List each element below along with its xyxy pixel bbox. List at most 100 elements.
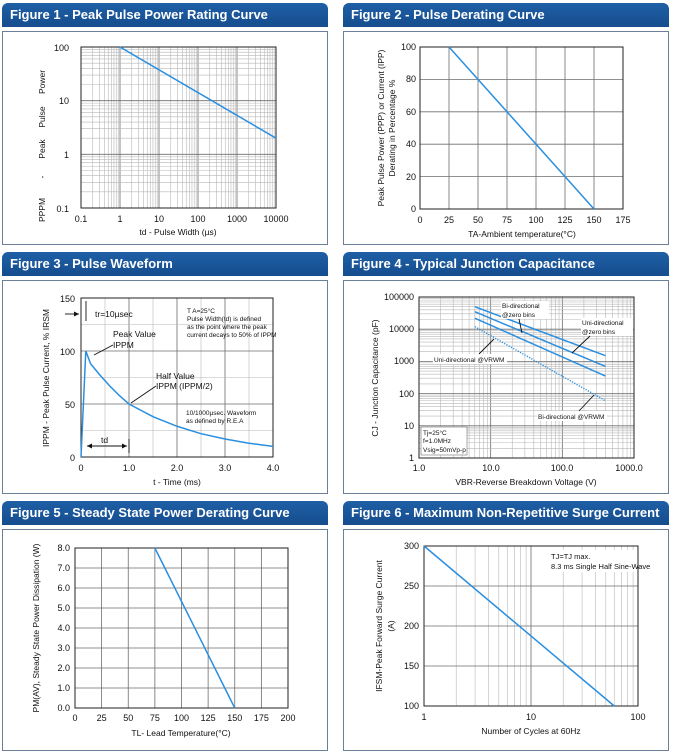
f1-ytick-1: 1 <box>64 150 69 160</box>
f4-ytick-4: 10000 <box>389 324 414 334</box>
f3-xtick-0: 0 <box>78 463 83 473</box>
figure-3-plot-frame <box>80 297 274 458</box>
f4-cond-line-2: Vsig=50mVp-p <box>423 447 466 454</box>
f2-series-line <box>448 46 595 210</box>
f1-ylabel-part-3: Pulse <box>37 106 47 128</box>
f2-xtick-2: 50 <box>473 215 483 225</box>
figure-1-plot-frame <box>80 46 277 209</box>
f4-bi-zero-box <box>501 301 549 319</box>
figure-2-panel: Figure 2 - Pulse Derating Curve 0 20 40 … <box>343 3 669 245</box>
f1-xtick-4: 1000 <box>227 214 247 224</box>
f3-td-label: td <box>101 435 108 445</box>
f3-half-pointer <box>130 385 157 404</box>
f4-series-bi-vrwm <box>474 326 606 402</box>
f5-ylabel: PM(AV), Steady State Power Dissipation (… <box>31 543 41 712</box>
f4-series-bi-zero <box>474 305 606 357</box>
f3-td-arrowhead-right <box>122 443 127 449</box>
figure-3-chart: 0 50 100 150 0 1.0 2.0 3.0 4.0 t - Time … <box>41 294 280 487</box>
figure-2-plot-frame <box>419 46 624 210</box>
f5-xtick-0: 0 <box>72 713 77 723</box>
figure-4-chart: 1 10 100 1000 10000 100000 1.0 10.0 100.… <box>370 292 643 487</box>
figure-4-title: Figure 4 - Typical Junction Capacitance <box>343 252 669 276</box>
f1-xtick-0: 0.1 <box>75 214 88 224</box>
figure-5-chart: 0.0 1.0 2.0 3.0 4.0 5.0 6.0 7.0 8.0 0 25… <box>31 543 296 738</box>
f3-tr-label: tr=10µsec <box>95 309 133 319</box>
f2-ytick-5: 100 <box>401 42 416 52</box>
f3-peak-label-0: Peak Value <box>113 329 156 339</box>
f5-ytick-5: 5.0 <box>57 603 70 613</box>
figure-6-chart: 100 150 200 250 300 1 10 100 Number of C… <box>374 541 650 736</box>
f3-xtick-2: 2.0 <box>171 463 184 473</box>
f2-ytick-1: 20 <box>406 172 416 182</box>
f3-tr-arrowhead <box>74 311 79 317</box>
f4-uni-zero-pointer <box>571 335 591 354</box>
f5-xtick-3: 75 <box>150 713 160 723</box>
f4-label-bi-zero-1: @zero bins <box>502 312 536 319</box>
f6-annotation-box <box>549 550 637 572</box>
f1-xlabel: td - Pulse Width (µs) <box>139 227 216 237</box>
f3-series-line <box>80 350 274 458</box>
f4-label-bi-vrwm: Bi-directional @VRWM <box>538 414 604 421</box>
f4-bi-vrwm-box <box>537 411 607 421</box>
f3-cond-line-2: as the point where the peak <box>187 324 268 331</box>
f3-td-arrowhead-left <box>87 443 92 449</box>
f5-ytick-0: 0.0 <box>57 703 70 713</box>
f1-ytick-0: 0.1 <box>56 204 69 214</box>
figure-4-chart-box: 1 10 100 1000 10000 100000 1.0 10.0 100.… <box>343 280 669 494</box>
f1-ylabel-part-1: - <box>37 175 47 178</box>
f3-xtick-4: 4.0 <box>267 463 280 473</box>
f6-ytick-0: 100 <box>404 701 419 711</box>
f3-ytick-2: 100 <box>60 347 75 357</box>
f5-xtick-1: 25 <box>97 713 107 723</box>
f6-ylabel-line-1: (A) <box>386 620 396 632</box>
f3-xlabel: t - Time (ms) <box>153 477 201 487</box>
f4-bi-zero-pointer <box>518 318 523 334</box>
f5-ytick-6: 6.0 <box>57 583 70 593</box>
f4-cond-line-0: Tj=25°C <box>423 429 447 437</box>
figure-3-chart-box: 0 50 100 150 0 1.0 2.0 3.0 4.0 t - Time … <box>2 280 328 494</box>
f4-uni-vrwm-pointer <box>478 338 495 355</box>
f4-label-bi-zero-0: Bi-directional <box>502 303 540 310</box>
f4-ytick-1: 10 <box>404 421 414 431</box>
figure-1-title: Figure 1 - Peak Pulse Power Rating Curve <box>2 3 328 27</box>
f6-xtick-2: 100 <box>630 712 645 722</box>
f2-xtick-3: 75 <box>502 215 512 225</box>
f4-bi-vrwm-pointer <box>578 394 595 412</box>
f3-peak-label-1: IPPM <box>113 340 134 350</box>
f2-xtick-6: 150 <box>586 215 601 225</box>
f5-xtick-2: 50 <box>123 713 133 723</box>
f2-xtick-4: 100 <box>528 215 543 225</box>
f1-ylabel-part-2: Peak <box>37 139 47 159</box>
f4-ytick-2: 100 <box>399 389 414 399</box>
f3-waveform-line-1: as defined by R.E.A <box>186 418 244 425</box>
f4-conditions-box <box>420 426 468 456</box>
figure-1-chart-box: 0.1 1 10 100 0.1 1 10 100 1000 10000 td … <box>2 31 328 245</box>
f5-ytick-4: 4.0 <box>57 623 70 633</box>
f1-ylabel-part-4: Power <box>37 70 47 94</box>
f3-ylabel: IPPM - Peak Pulse Current, % IRSM <box>41 309 51 447</box>
f6-xlabel: Number of Cycles at 60Hz <box>481 726 580 736</box>
f6-ytick-3: 250 <box>404 581 419 591</box>
f3-xtick-3: 3.0 <box>219 463 232 473</box>
figure-4-panel: Figure 4 - Typical Junction Capacitance … <box>343 252 669 494</box>
figure-6-title: Figure 6 - Maximum Non-Repetitive Surge … <box>343 501 669 525</box>
figure-2-title: Figure 2 - Pulse Derating Curve <box>343 3 669 27</box>
f3-cond-line-1: Pulse Width(td) is defined <box>187 316 261 323</box>
f5-series-line <box>154 547 236 709</box>
f2-xtick-5: 125 <box>557 215 572 225</box>
f4-uni-vrwm-box <box>433 354 507 364</box>
f6-ytick-1: 150 <box>404 661 419 671</box>
f6-xtick-1: 10 <box>526 712 536 722</box>
figure-5-title: Figure 5 - Steady State Power Derating C… <box>2 501 328 525</box>
f6-xtick-0: 1 <box>421 712 426 722</box>
f4-ytick-5: 100000 <box>384 292 414 302</box>
f3-peak-pointer <box>93 344 114 356</box>
f3-half-label-1: IPPM (IPPM/2) <box>156 381 213 391</box>
f2-ytick-0: 0 <box>411 204 416 214</box>
f5-ytick-1: 1.0 <box>57 683 70 693</box>
f4-xlabel: VBR-Reverse Breakdown Voltage (V) <box>455 477 596 487</box>
f3-waveform-line-0: 10/1000µsec. Waveform <box>186 410 256 417</box>
figure-6-plot-frame <box>423 545 639 707</box>
f4-series-uni-vrwm <box>474 317 606 377</box>
f1-ylabel-part-0: PPPM <box>37 198 47 222</box>
